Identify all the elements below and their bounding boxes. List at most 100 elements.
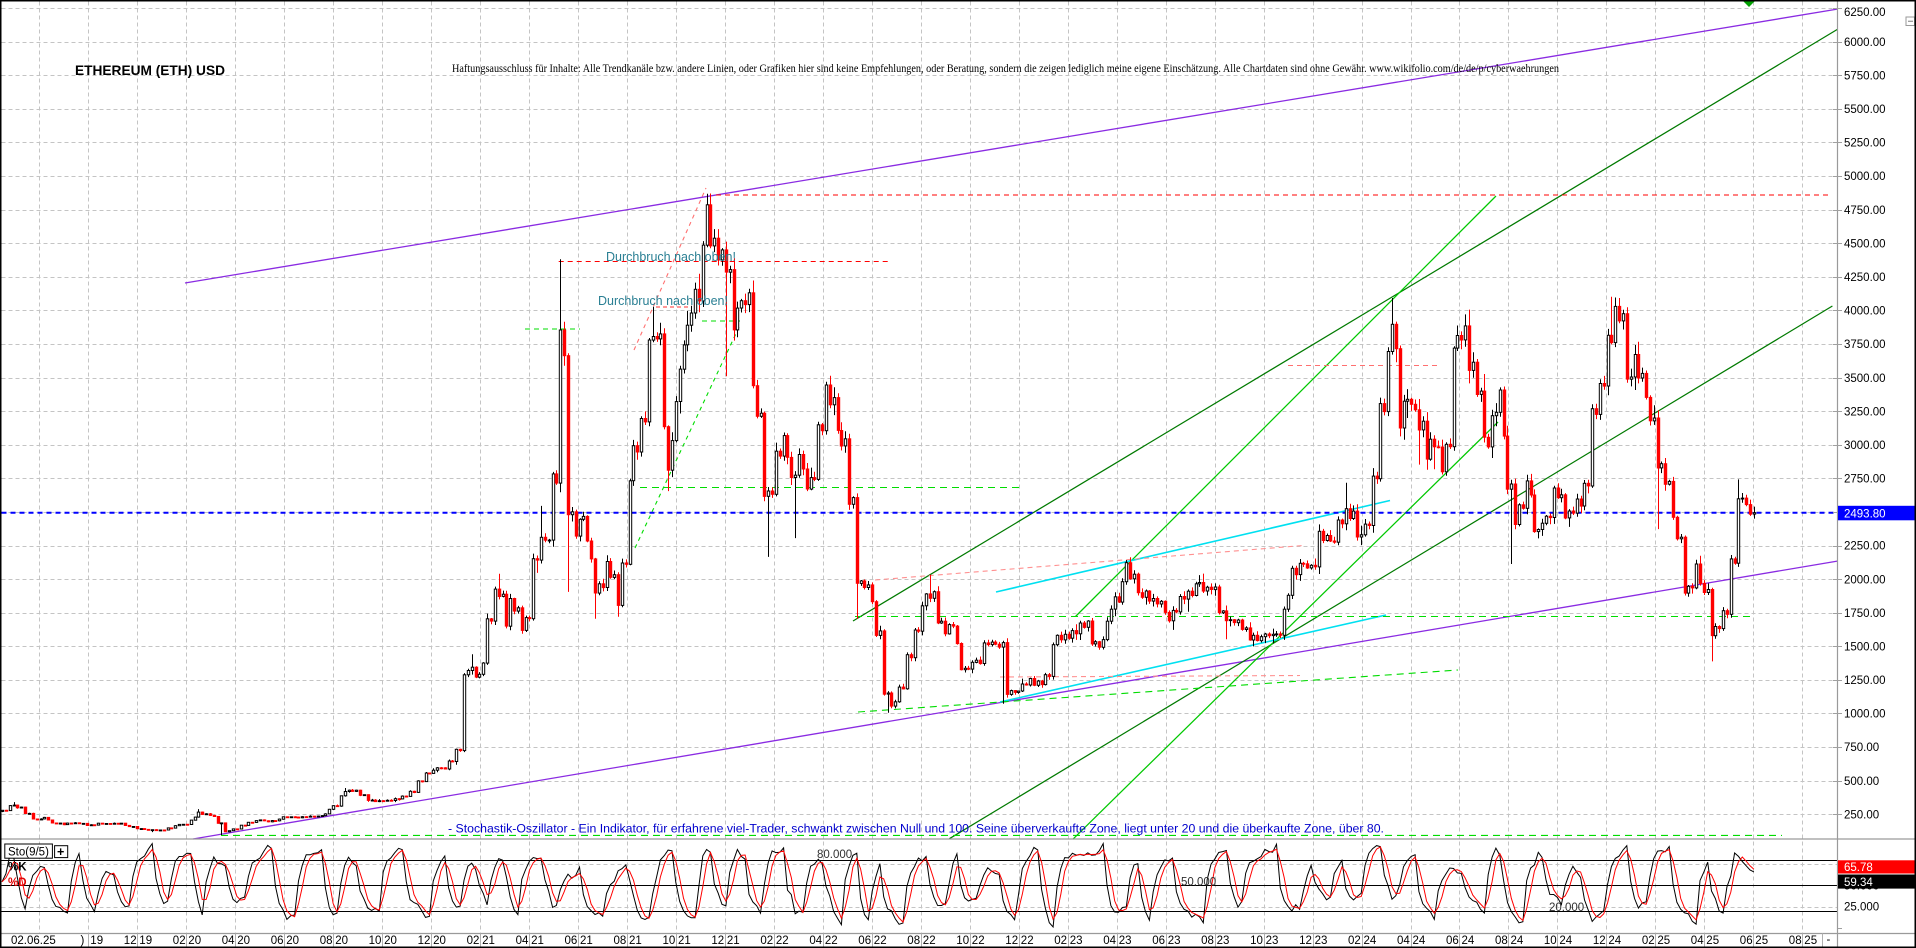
svg-text:20: 20: [433, 935, 446, 947]
svg-text:Sto(9/5): Sto(9/5): [8, 847, 49, 859]
svg-text:24: 24: [1559, 935, 1572, 947]
svg-text:3250.00: 3250.00: [1844, 406, 1886, 418]
svg-text:+: +: [57, 845, 64, 859]
svg-text:21: 21: [629, 935, 642, 947]
svg-text:24: 24: [1364, 935, 1377, 947]
svg-text:21: 21: [482, 935, 495, 947]
svg-text:3750.00: 3750.00: [1844, 339, 1886, 351]
svg-text:500.00: 500.00: [1844, 776, 1879, 788]
svg-text:04: 04: [1103, 935, 1116, 947]
svg-text:12: 12: [418, 935, 431, 947]
svg-text:21: 21: [678, 935, 691, 947]
svg-text:6250.00: 6250.00: [1844, 7, 1886, 19]
svg-text:): ): [80, 935, 84, 947]
svg-text:19: 19: [90, 935, 103, 947]
svg-text:08: 08: [1495, 935, 1508, 947]
svg-text:06: 06: [565, 935, 578, 947]
svg-text:21: 21: [727, 935, 740, 947]
svg-text:5250.00: 5250.00: [1844, 138, 1886, 150]
svg-text:4000.00: 4000.00: [1844, 306, 1886, 318]
svg-text:4250.00: 4250.00: [1844, 272, 1886, 284]
svg-text:23: 23: [1217, 935, 1230, 947]
svg-text:04: 04: [1691, 935, 1704, 947]
svg-text:10: 10: [369, 935, 382, 947]
svg-text:20: 20: [335, 935, 348, 947]
svg-text:08: 08: [1201, 935, 1214, 947]
svg-text:22: 22: [776, 935, 789, 947]
svg-text:02: 02: [173, 935, 186, 947]
svg-text:Durchbruch nach oben!: Durchbruch nach oben!: [598, 294, 728, 308]
svg-text:5000.00: 5000.00: [1844, 171, 1886, 183]
svg-text:4500.00: 4500.00: [1844, 238, 1886, 250]
svg-text:08: 08: [320, 935, 333, 947]
svg-text:20: 20: [384, 935, 397, 947]
svg-text:12: 12: [124, 935, 137, 947]
svg-text:24: 24: [1462, 935, 1475, 947]
svg-text:2250.00: 2250.00: [1844, 541, 1886, 553]
svg-text:24: 24: [1413, 935, 1426, 947]
svg-text:25: 25: [1657, 935, 1670, 947]
svg-text:23: 23: [1266, 935, 1279, 947]
svg-text:23: 23: [1070, 935, 1083, 947]
svg-text:25.000: 25.000: [1844, 902, 1879, 914]
svg-text:23: 23: [1168, 935, 1181, 947]
svg-text:20: 20: [237, 935, 250, 947]
svg-text:02: 02: [1642, 935, 1655, 947]
svg-text:06: 06: [1152, 935, 1165, 947]
svg-text:10: 10: [663, 935, 676, 947]
svg-text:22: 22: [874, 935, 887, 947]
svg-text:23: 23: [1315, 935, 1328, 947]
svg-text:12: 12: [1005, 935, 1018, 947]
svg-text:50.000: 50.000: [1181, 877, 1216, 889]
svg-text:06: 06: [858, 935, 871, 947]
svg-text:02: 02: [760, 935, 773, 947]
svg-text:%K: %K: [8, 862, 27, 874]
svg-text:5500.00: 5500.00: [1844, 104, 1886, 116]
svg-text:2000.00: 2000.00: [1844, 574, 1886, 586]
svg-text:08: 08: [614, 935, 627, 947]
svg-text:750.00: 750.00: [1844, 742, 1879, 754]
svg-text:04: 04: [1397, 935, 1410, 947]
svg-text:21: 21: [580, 935, 593, 947]
svg-text:20.000: 20.000: [1549, 902, 1584, 914]
svg-text:Durchbruch nach oben!: Durchbruch nach oben!: [606, 250, 736, 264]
svg-text:20: 20: [188, 935, 201, 947]
svg-text:10: 10: [1250, 935, 1263, 947]
svg-text:Haftungsausschluss für Inhalte: Haftungsausschluss für Inhalte: Alle Tre…: [452, 63, 1559, 75]
svg-text:22: 22: [825, 935, 838, 947]
svg-text:08: 08: [907, 935, 920, 947]
svg-text:6000.00: 6000.00: [1844, 37, 1886, 49]
svg-text:21: 21: [531, 935, 544, 947]
svg-text:1750.00: 1750.00: [1844, 608, 1886, 620]
svg-text:12: 12: [711, 935, 724, 947]
svg-text:04: 04: [809, 935, 822, 947]
svg-text:06: 06: [1740, 935, 1753, 947]
svg-text:- Stochastik-Oszillator - Ein: - Stochastik-Oszillator - Ein Indikator,…: [448, 822, 1384, 836]
svg-text:22: 22: [923, 935, 936, 947]
svg-text:10: 10: [956, 935, 969, 947]
svg-text:2750.00: 2750.00: [1844, 474, 1886, 486]
svg-text:22: 22: [1021, 935, 1034, 947]
svg-text:12: 12: [1593, 935, 1606, 947]
svg-text:02: 02: [1054, 935, 1067, 947]
svg-text:10: 10: [1544, 935, 1557, 947]
svg-text:25: 25: [1804, 935, 1817, 947]
svg-text:3500.00: 3500.00: [1844, 373, 1886, 385]
svg-text:25: 25: [1706, 935, 1719, 947]
svg-text:06: 06: [1446, 935, 1459, 947]
svg-text:02.06.25: 02.06.25: [11, 935, 56, 947]
svg-text:250.00: 250.00: [1844, 809, 1879, 821]
svg-text:24: 24: [1511, 935, 1524, 947]
svg-text:-: -: [1827, 934, 1831, 946]
svg-text:22: 22: [972, 935, 985, 947]
svg-text:04: 04: [516, 935, 529, 947]
svg-text:2493.80: 2493.80: [1844, 508, 1886, 520]
svg-text:1250.00: 1250.00: [1844, 675, 1886, 687]
svg-text:59.34: 59.34: [1844, 877, 1873, 889]
svg-text:5750.00: 5750.00: [1844, 71, 1886, 83]
svg-text:19: 19: [139, 935, 152, 947]
svg-text:80.000: 80.000: [817, 849, 852, 861]
svg-text:%D: %D: [8, 877, 27, 889]
svg-text:02: 02: [1348, 935, 1361, 947]
svg-text:20: 20: [286, 935, 299, 947]
